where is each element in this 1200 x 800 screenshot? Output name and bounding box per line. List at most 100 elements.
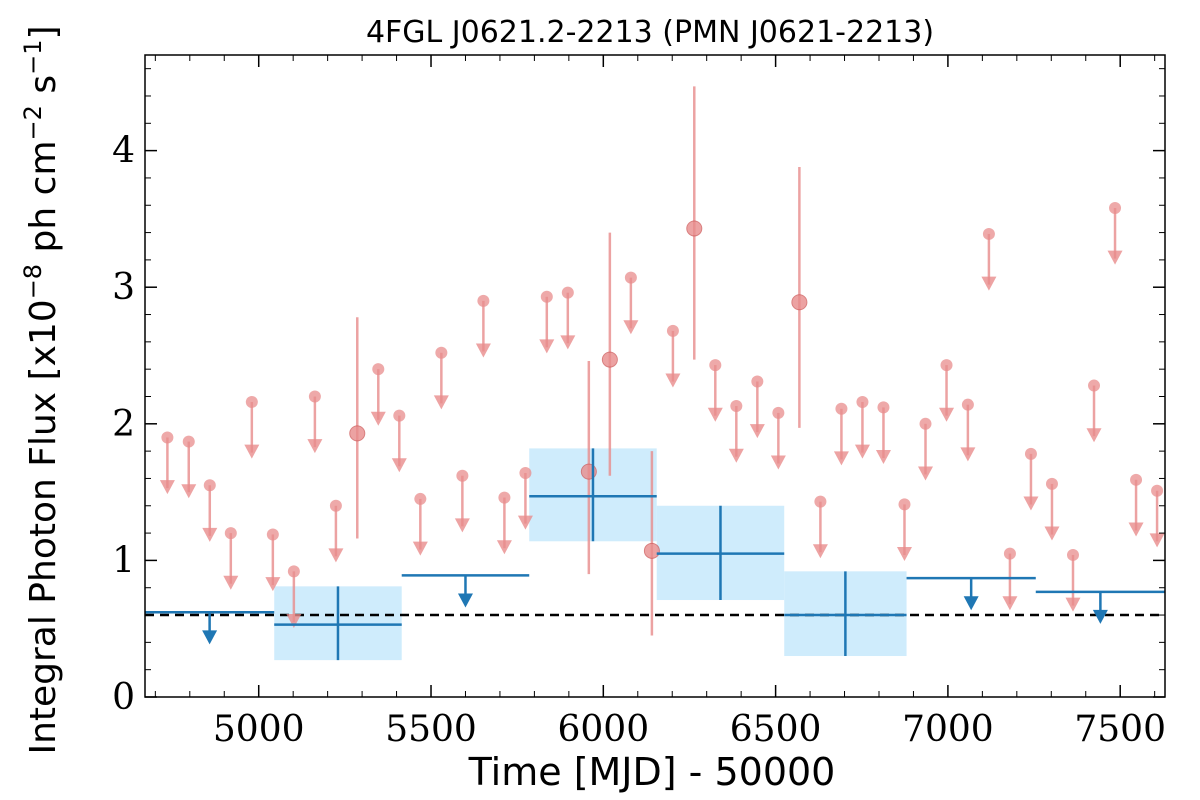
short-bin-upper-limit-arrowhead (370, 411, 386, 426)
short-bin-upper-limit-point (856, 395, 869, 408)
short-bin-upper-limit-point (161, 431, 174, 444)
axis-ticks: 5000 5500 6000 6500 7000 7500 0 1 2 3 4 (112, 55, 1166, 750)
short-bin-upper-limit-arrowhead (833, 451, 849, 466)
short-bin-upper-limit-arrowhead (707, 407, 723, 422)
short-bin-upper-limit-point (477, 294, 490, 307)
short-bin-upper-limit-point (561, 286, 574, 299)
short-bin-upper-limit-point (877, 401, 890, 414)
short-bin-upper-limit-arrowhead (1086, 428, 1102, 443)
long-bin-upper-limit-arrowhead (1092, 609, 1108, 624)
short-bin-upper-limit-point (182, 435, 195, 448)
y-tick-label: 1 (112, 540, 135, 581)
short-bin-upper-limit-arrowhead (1023, 496, 1039, 511)
short-bin-upper-limit-arrowhead (1002, 596, 1018, 611)
short-bin-upper-limit-arrowhead (391, 458, 407, 473)
plot-layer (145, 86, 1165, 661)
short-bin-upper-limit-point (203, 479, 216, 492)
short-bin-upper-limit-arrowhead (307, 439, 323, 454)
short-bin-upper-limit-point (498, 491, 511, 504)
short-bin-upper-limit-point (772, 406, 785, 419)
short-bin-upper-limit-point (393, 409, 406, 422)
short-bin-upper-limit-point (435, 346, 448, 359)
short-bin-upper-limit-arrowhead (1128, 522, 1144, 537)
short-bin-upper-limit-point (519, 466, 532, 479)
short-bin-detection-point (349, 425, 366, 442)
short-bin-upper-limit-arrowhead (770, 455, 786, 470)
short-bin-upper-limit-arrowhead (539, 339, 555, 354)
x-tick-label: 6500 (730, 709, 822, 750)
x-axis-label: Time [MJD] - 50000 (468, 750, 836, 794)
short-bin-upper-limit-point (940, 359, 953, 372)
short-bin-detection-point (686, 220, 703, 237)
short-bin-upper-limit-point (266, 528, 279, 541)
short-bin-upper-limit-point (1066, 548, 1079, 561)
short-bin-upper-limit-arrowhead (960, 447, 976, 462)
short-bin-detection-point (643, 542, 660, 559)
y-tick-label: 0 (112, 677, 135, 718)
short-bin-upper-limit-arrowhead (875, 450, 891, 465)
short-bin-upper-limit-arrowhead (939, 407, 955, 422)
short-bin-upper-limit-point (1130, 473, 1143, 486)
short-bin-upper-limit-arrowhead (159, 480, 175, 495)
long-bin-upper-limit-arrowhead (963, 596, 979, 611)
x-tick-label: 7000 (902, 709, 994, 750)
short-bin-upper-limit-point (814, 495, 827, 508)
short-bin-upper-limit-point (919, 417, 932, 430)
short-bin-upper-limit-point (624, 271, 637, 284)
short-bin-upper-limit-arrowhead (981, 276, 997, 291)
short-bin-upper-limit-point (1088, 379, 1101, 392)
short-bin-upper-limit-point (961, 398, 974, 411)
short-bin-upper-limit-point (540, 290, 553, 303)
short-bin-upper-limit-point (1045, 477, 1058, 490)
short-bin-upper-limit-point (730, 400, 743, 413)
short-bin-upper-limit-arrowhead (454, 518, 470, 533)
short-bin-upper-limit-point (751, 375, 764, 388)
y-tick-label: 3 (112, 267, 135, 308)
short-bin-detection-point (601, 351, 618, 368)
short-bin-upper-limit-arrowhead (433, 395, 449, 410)
short-bin-upper-limit-point (287, 565, 300, 578)
short-bin-upper-limit-arrowhead (1065, 597, 1081, 612)
short-bin-upper-limit-arrowhead (265, 577, 281, 592)
short-bin-upper-limit-arrowhead (202, 527, 218, 542)
short-bin-upper-limit-point (329, 499, 342, 512)
y-tick-label: 4 (112, 131, 135, 172)
short-bin-upper-limit-point (308, 390, 321, 403)
x-tick-label: 5500 (385, 709, 477, 750)
short-bin-detection-point (791, 294, 808, 311)
x-tick-label: 7500 (1074, 709, 1166, 750)
short-bin-upper-limit-point (372, 363, 385, 376)
short-bin-upper-limit-arrowhead (665, 373, 681, 388)
short-bin-upper-limit-point (1151, 484, 1164, 497)
short-bin-upper-limit-arrowhead (854, 444, 870, 459)
x-tick-label: 6000 (557, 709, 649, 750)
short-bin-upper-limit-point (1109, 201, 1122, 214)
short-bin-upper-limit-arrowhead (1149, 533, 1165, 548)
short-bin-upper-limit-point (1003, 547, 1016, 560)
short-bin-upper-limit-arrowhead (749, 424, 765, 439)
short-bin-upper-limit-arrowhead (475, 343, 491, 358)
short-bin-upper-limit-point (666, 324, 679, 337)
short-bin-upper-limit-arrowhead (918, 466, 934, 481)
short-bin-upper-limit-arrowhead (517, 515, 533, 530)
short-bin-upper-limit-point (835, 402, 848, 415)
short-bin-upper-limit-point (414, 492, 427, 505)
short-bin-upper-limit-arrowhead (328, 548, 344, 563)
short-bin-upper-limit-point (456, 469, 469, 482)
short-bin-upper-limit-arrowhead (1107, 250, 1123, 265)
short-bin-upper-limit-arrowhead (896, 547, 912, 562)
short-bin-upper-limit-arrowhead (623, 320, 639, 335)
short-bin-upper-limit-arrowhead (496, 540, 512, 555)
short-bin-upper-limit-point (224, 527, 237, 540)
short-bin-upper-limit-point (898, 498, 911, 511)
short-bin-upper-limit-arrowhead (560, 335, 576, 350)
short-bin-upper-limit-arrowhead (412, 541, 428, 556)
short-bin-upper-limit-arrowhead (223, 575, 239, 590)
short-bin-upper-limit-arrowhead (244, 444, 260, 459)
long-bin-upper-limit-arrowhead (202, 630, 218, 645)
short-bin-upper-limit-arrowhead (812, 544, 828, 559)
short-bin-upper-limit-point (709, 359, 722, 372)
long-bin-upper-limit-arrowhead (457, 593, 473, 608)
short-bin-upper-limit-arrowhead (181, 484, 197, 499)
